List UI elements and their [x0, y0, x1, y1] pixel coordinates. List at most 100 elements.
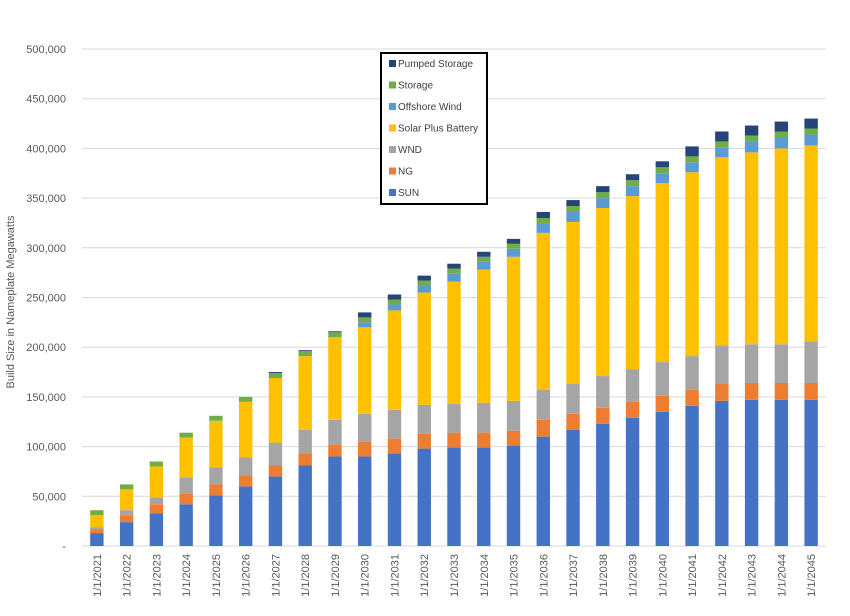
bar-segment-storage [328, 332, 342, 338]
y-tick-label: 500,000 [26, 44, 66, 56]
x-tick-label: 1/1/2027 [270, 554, 282, 597]
y-tick-label: 150,000 [26, 392, 66, 404]
bar-segment-ng [477, 432, 491, 448]
x-tick-label: 1/1/2026 [241, 554, 253, 597]
x-tick-label: 1/1/2032 [419, 554, 431, 597]
bar-segment-wnd [90, 527, 104, 530]
bar-segment-solar-plus-battery [447, 281, 461, 404]
bar-segment-sun [119, 522, 134, 546]
bar-segment-sun [209, 495, 223, 546]
bar-segment-storage [804, 128, 818, 135]
legend-label: Offshore Wind [398, 102, 462, 113]
bar-segment-storage [387, 299, 402, 305]
bar-segment-wnd [209, 467, 223, 485]
bar-segment-offshore-wind [447, 273, 461, 282]
bar-segment-storage [566, 206, 580, 213]
bar-segment-offshore-wind [625, 186, 640, 197]
bar-segment-wnd [119, 510, 134, 516]
x-tick-label: 1/1/2040 [657, 554, 669, 597]
bar-segment-offshore-wind [685, 162, 699, 173]
bar-segment-solar-plus-battery [387, 310, 402, 410]
bar-segment-sun [804, 399, 818, 546]
y-tick-label: 400,000 [26, 143, 66, 155]
bar-segment-pumped-storage [298, 350, 312, 352]
bar-segment-sun [715, 400, 729, 546]
x-tick-label: 1/1/2043 [747, 554, 759, 597]
bar-segment-ng [387, 438, 402, 454]
bar-segment-sun [90, 533, 104, 546]
bar-segment-ng [715, 383, 729, 401]
bar-segment-offshore-wind [655, 173, 670, 184]
x-tick-label: 1/1/2038 [598, 554, 610, 597]
bar-segment-solar-plus-battery [298, 356, 312, 430]
bar-segment-sun [625, 417, 640, 546]
bar-segment-ng [596, 407, 610, 424]
bar-segment-sun [387, 453, 402, 546]
bar-segment-solar-plus-battery [536, 232, 550, 390]
legend-swatch [389, 81, 396, 89]
bar-segment-ng [90, 529, 104, 534]
bar-segment-pumped-storage [328, 331, 342, 333]
bar-segment-solar-plus-battery [506, 256, 521, 401]
bar-segment-wnd [447, 403, 461, 433]
bar-segment-offshore-wind [358, 322, 372, 328]
bar-segment-pumped-storage [506, 238, 521, 244]
y-axis-tick-labels: - 50,000 100,000 150,000 200,000 250,000 300,0… [26, 44, 66, 553]
legend: Pumped Storage Storage Offshore Wind Solar … [380, 52, 488, 205]
bar-segment-ng [209, 484, 223, 496]
bar-segment-storage [596, 192, 610, 199]
bar-segment-storage [149, 461, 164, 467]
bar-segment-storage [744, 135, 759, 142]
x-tick-label: 1/1/2022 [122, 554, 134, 597]
bar-segment-ng [774, 382, 789, 400]
bar-segment-solar-plus-battery [179, 437, 193, 478]
bar-segment-solar-plus-battery [328, 337, 342, 420]
bar-segment-solar-plus-battery [417, 292, 431, 405]
bar-segment-ng [238, 475, 253, 487]
bar-segment-storage [536, 217, 550, 224]
bar-segment-storage [477, 256, 491, 262]
bar-segment-sun [774, 399, 789, 546]
bar-segment-solar-plus-battery [119, 489, 134, 511]
legend-label: NG [398, 167, 413, 178]
x-tick-label: 1/1/2033 [449, 554, 461, 597]
bar-segment-ng [625, 401, 640, 418]
bar-segment-storage [655, 167, 670, 174]
bar-segment-solar-plus-battery [209, 420, 223, 468]
bar-segment-sun [268, 476, 283, 546]
bar-segment-storage [179, 432, 193, 438]
bar-segment-storage [90, 510, 104, 516]
bar-segment-solar-plus-battery [566, 221, 580, 384]
bar-segment-wnd [387, 409, 402, 439]
bar-segment-solar-plus-battery [268, 378, 283, 443]
bar-segment-solar-plus-battery [596, 208, 610, 377]
bar-segment-sun [685, 405, 699, 546]
bar-segment-pumped-storage [268, 372, 283, 374]
bar-segment-pumped-storage [685, 146, 699, 157]
y-tick-label: 250,000 [26, 293, 66, 305]
bar-segment-solar-plus-battery [358, 327, 372, 414]
bar-segment-sun [447, 447, 461, 546]
bar-segment-wnd [149, 497, 164, 505]
bar-segment-solar-plus-battery [774, 148, 789, 345]
y-tick-label: 200,000 [26, 342, 66, 354]
bar-segment-solar-plus-battery [625, 196, 640, 370]
bar-segment-storage [774, 131, 789, 138]
bar-segment-wnd [744, 344, 759, 383]
bar-segment-sun [655, 411, 670, 546]
bar-segment-ng [417, 433, 431, 449]
bar-segment-solar-plus-battery [804, 145, 818, 342]
x-tick-label: 1/1/2037 [568, 554, 580, 597]
legend-label: SUN [398, 188, 419, 199]
x-tick-label: 1/1/2039 [628, 554, 640, 597]
bar-segment-sun [238, 486, 253, 546]
bar-segment-wnd [774, 344, 789, 383]
bar-segment-offshore-wind [417, 285, 431, 293]
legend-swatch [389, 124, 396, 132]
bar-segment-pumped-storage [358, 312, 372, 318]
bar-segment-offshore-wind [715, 147, 729, 158]
legend-label: WND [398, 145, 422, 156]
bar-segment-ng [149, 504, 164, 514]
bar-segment-sun [477, 447, 491, 546]
legend-swatch [389, 103, 396, 110]
